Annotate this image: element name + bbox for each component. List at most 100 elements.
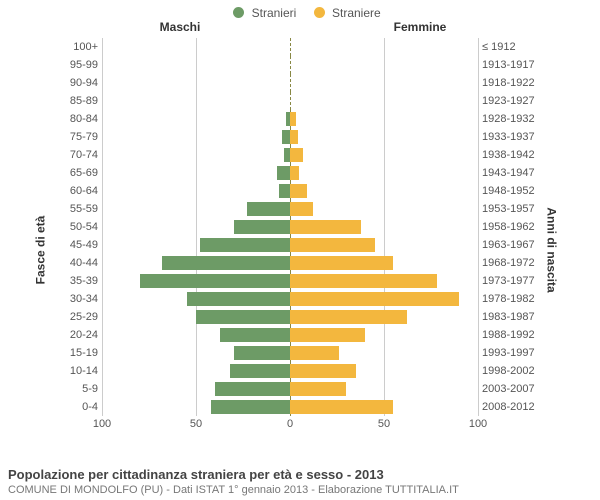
bar-female bbox=[290, 148, 303, 162]
age-label: 80-84 bbox=[60, 113, 102, 125]
table-row: 35-39 1973-1977 bbox=[60, 272, 540, 290]
year-label: 1973-1977 bbox=[478, 275, 540, 287]
bar-male bbox=[215, 382, 290, 396]
x-tick: 50 bbox=[378, 418, 390, 430]
bar-male bbox=[187, 292, 290, 306]
bar-male bbox=[279, 184, 290, 198]
year-label: ≤ 1912 bbox=[478, 41, 540, 53]
year-label: 1968-1972 bbox=[478, 257, 540, 269]
bar-cell bbox=[102, 344, 478, 362]
bar-cell bbox=[102, 56, 478, 74]
age-label: 45-49 bbox=[60, 239, 102, 251]
age-label: 5-9 bbox=[60, 383, 102, 395]
table-row: 40-441968-1972 bbox=[60, 254, 540, 272]
year-label: 1953-1957 bbox=[478, 203, 540, 215]
caption: Popolazione per cittadinanza straniera p… bbox=[8, 467, 592, 496]
age-label: 15-19 bbox=[60, 347, 102, 359]
bar-cell bbox=[102, 290, 478, 308]
bar-female bbox=[290, 256, 393, 270]
age-label: 55-59 bbox=[60, 203, 102, 215]
legend-label-male: Stranieri bbox=[252, 6, 297, 20]
age-label: 95-99 bbox=[60, 59, 102, 71]
bar-female bbox=[290, 112, 296, 126]
year-label: 1923-1927 bbox=[478, 95, 540, 107]
bar-cell bbox=[102, 326, 478, 344]
age-label: 0-4 bbox=[60, 401, 102, 413]
bar-male bbox=[162, 256, 290, 270]
year-label: 1978-1982 bbox=[478, 293, 540, 305]
bar-female bbox=[290, 346, 339, 360]
table-row: 30-34 1978-1982 bbox=[60, 290, 540, 308]
x-axis: 100 50 0 50 100 bbox=[60, 418, 540, 434]
bar-male bbox=[220, 328, 290, 342]
year-label: 1948-1952 bbox=[478, 185, 540, 197]
year-label: 1993-1997 bbox=[478, 347, 540, 359]
bar-cell bbox=[102, 110, 478, 128]
bar-cell bbox=[102, 254, 478, 272]
bar-cell bbox=[102, 218, 478, 236]
bar-female bbox=[290, 292, 459, 306]
age-label: 35-39 bbox=[60, 275, 102, 287]
header-male: Maschi bbox=[160, 20, 201, 34]
age-label: 60-64 bbox=[60, 185, 102, 197]
table-row: 25-291983-1987 bbox=[60, 308, 540, 326]
age-label: 50-54 bbox=[60, 221, 102, 233]
header-female: Femmine bbox=[394, 20, 447, 34]
y-axis-title-left: Fasce di età bbox=[33, 216, 47, 285]
x-tick: 0 bbox=[287, 418, 293, 430]
table-row: 90-94 1918-1922 bbox=[60, 74, 540, 92]
year-label: 1998-2002 bbox=[478, 365, 540, 377]
year-label: 1963-1967 bbox=[478, 239, 540, 251]
bar-male bbox=[234, 346, 290, 360]
bar-female bbox=[290, 220, 361, 234]
x-tick: 100 bbox=[93, 418, 111, 430]
bar-cell bbox=[102, 182, 478, 200]
bar-male bbox=[140, 274, 290, 288]
bar-female bbox=[290, 382, 346, 396]
table-row: 55-59 1953-1957 bbox=[60, 200, 540, 218]
table-row: 95-991913-1917 bbox=[60, 56, 540, 74]
year-label: 2003-2007 bbox=[478, 383, 540, 395]
legend-dot-female bbox=[314, 7, 325, 18]
year-label: 2008-2012 bbox=[478, 401, 540, 413]
bar-cell bbox=[102, 236, 478, 254]
age-label: 20-24 bbox=[60, 329, 102, 341]
bar-male bbox=[200, 238, 290, 252]
x-tick: 50 bbox=[190, 418, 202, 430]
x-tick: 100 bbox=[469, 418, 487, 430]
bar-cell bbox=[102, 308, 478, 326]
bar-cell bbox=[102, 362, 478, 380]
bar-cell bbox=[102, 272, 478, 290]
year-label: 1938-1942 bbox=[478, 149, 540, 161]
table-row: 60-64 1948-1952 bbox=[60, 182, 540, 200]
age-label: 65-69 bbox=[60, 167, 102, 179]
age-label: 70-74 bbox=[60, 149, 102, 161]
bar-cell bbox=[102, 92, 478, 110]
table-row: 10-141998-2002 bbox=[60, 362, 540, 380]
bar-cell bbox=[102, 200, 478, 218]
bar-cell bbox=[102, 146, 478, 164]
bar-cell bbox=[102, 164, 478, 182]
age-label: 90-94 bbox=[60, 77, 102, 89]
table-row: 85-891923-1927 bbox=[60, 92, 540, 110]
bar-male bbox=[230, 364, 290, 378]
bar-cell bbox=[102, 380, 478, 398]
bar-cell bbox=[102, 128, 478, 146]
table-row: 0-4 2008-2012 bbox=[60, 398, 540, 416]
bar-male bbox=[211, 400, 290, 414]
age-label: 30-34 bbox=[60, 293, 102, 305]
column-headers: Maschi Femmine bbox=[60, 20, 540, 38]
age-label: 25-29 bbox=[60, 311, 102, 323]
bar-male bbox=[196, 310, 290, 324]
bar-male bbox=[282, 130, 290, 144]
bar-female bbox=[290, 202, 313, 216]
rows-container: 100+≤ 191295-991913-1917 90-94 1918-1922 85… bbox=[60, 38, 540, 416]
year-label: 1943-1947 bbox=[478, 167, 540, 179]
table-row: 15-19 1993-1997 bbox=[60, 344, 540, 362]
table-row: 20-241988-1992 bbox=[60, 326, 540, 344]
table-row: 100+≤ 1912 bbox=[60, 38, 540, 56]
year-label: 1928-1932 bbox=[478, 113, 540, 125]
table-row: 80-84 1928-1932 bbox=[60, 110, 540, 128]
age-label: 75-79 bbox=[60, 131, 102, 143]
year-label: 1918-1922 bbox=[478, 77, 540, 89]
